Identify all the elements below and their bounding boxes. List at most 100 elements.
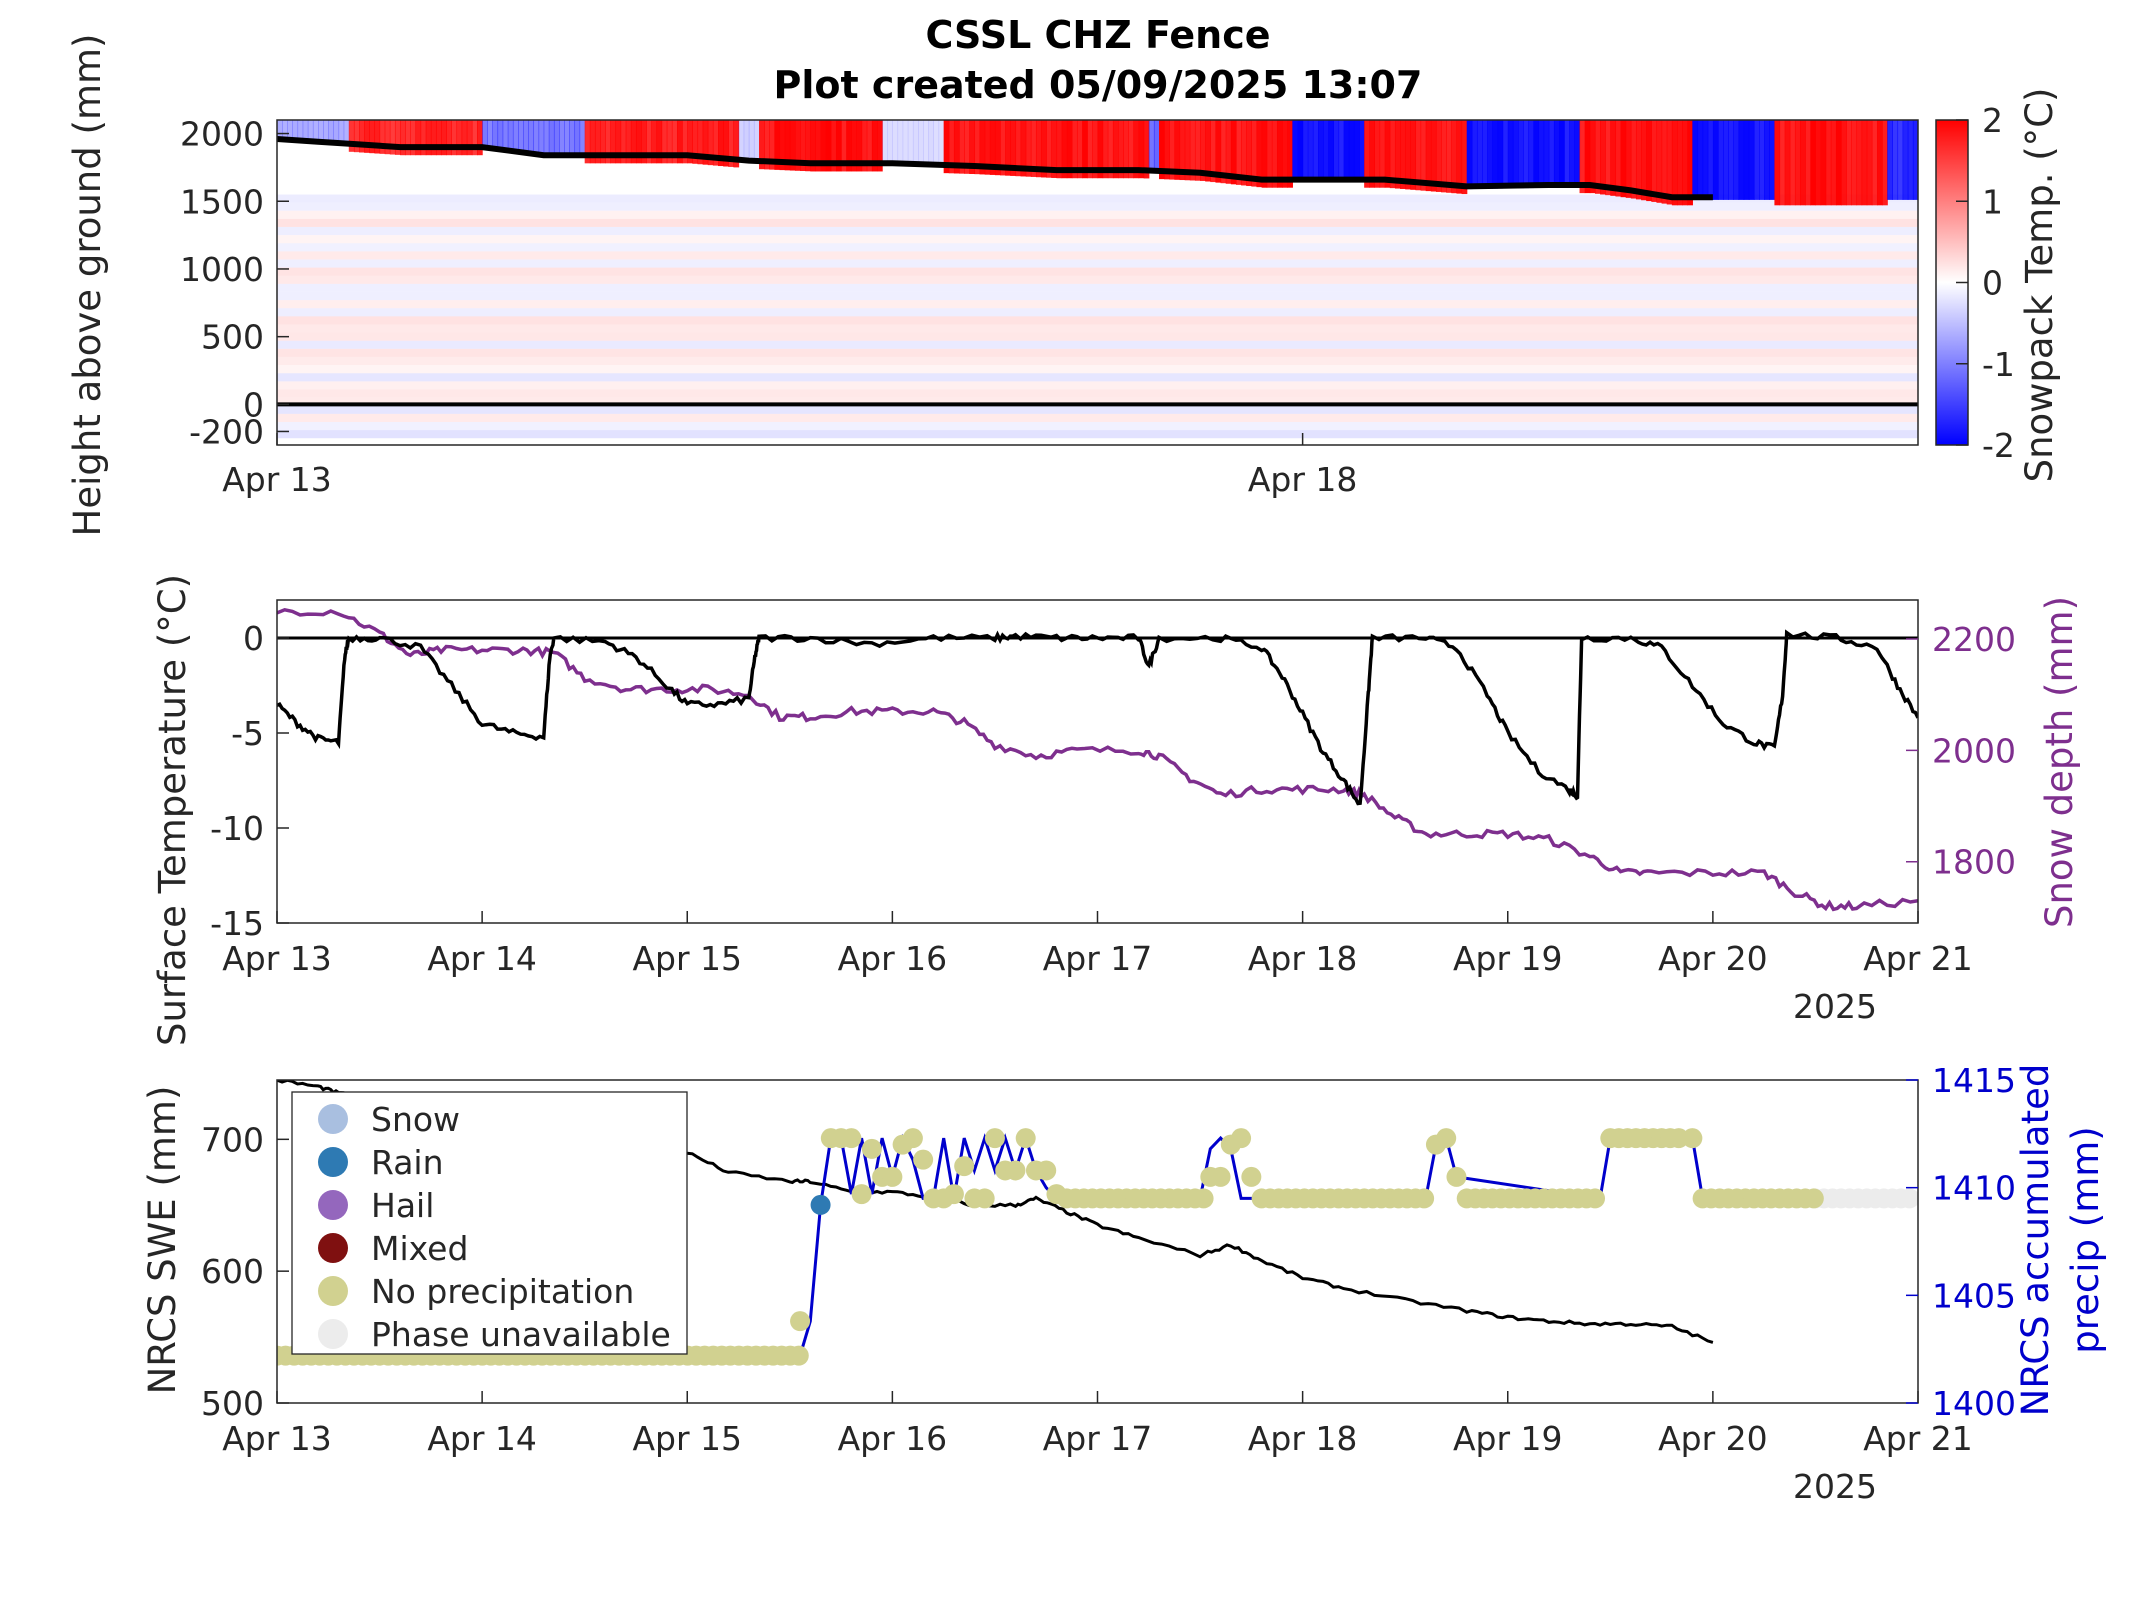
heatmap-cell [1225, 120, 1232, 184]
heatmap-cell [892, 120, 899, 167]
heatmap-cell [559, 120, 565, 158]
heatmap-x-tick-label: Apr 13 [222, 460, 332, 499]
phase-marker-no-precip [1585, 1188, 1606, 1209]
heatmap-band [277, 421, 1918, 431]
heatmap-cell [1476, 120, 1483, 189]
phase-marker-no-precip [1210, 1166, 1231, 1187]
heatmap-cell [800, 120, 806, 172]
heatmap-cell [748, 120, 755, 164]
heatmap-band [277, 251, 1918, 260]
heatmap-band [277, 194, 1918, 203]
heatmap-cell [353, 120, 360, 153]
precip-phase-legend: Snow Rain Hail Mixed No precipitation Ph… [291, 1091, 688, 1355]
heatmap-cell [1174, 120, 1181, 180]
heatmap-cell [733, 120, 740, 168]
heatmap-cell [548, 120, 555, 158]
heatmap-cell [1184, 120, 1191, 181]
heatmap-band [277, 324, 1918, 333]
heatmap-cell [277, 120, 283, 142]
heatmap-cell [1666, 120, 1673, 205]
heatmap-cell [789, 120, 796, 171]
heatmap-cell [1123, 120, 1129, 179]
phase-marker-no-precip [1436, 1128, 1457, 1149]
heatmap-cell [292, 120, 299, 143]
surface-temp-x-tick-label: Apr 17 [1043, 939, 1153, 978]
surface-temp-x-tick-label: Apr 15 [632, 939, 742, 978]
heatmap-cell [1892, 120, 1899, 200]
swe-y-tick-label: 500 [201, 1384, 264, 1423]
heatmap-cell [589, 120, 596, 164]
heatmap-cell [1635, 120, 1642, 200]
heatmap-cell [846, 120, 852, 172]
heatmap-cell [1312, 120, 1319, 183]
heatmap-cell [323, 120, 329, 145]
heatmap-cell [866, 120, 873, 172]
heatmap-cell [318, 120, 324, 145]
heatmap-cell [1507, 120, 1514, 189]
heatmap-cell [1589, 120, 1596, 194]
heatmap-cell [635, 120, 642, 164]
snow-surface-line [277, 136, 1713, 201]
heatmap-cell [369, 120, 376, 154]
phase-marker-unavailable [1899, 1188, 1918, 1209]
heatmap-x-tick-label: Apr 18 [1248, 460, 1358, 499]
phase-marker-no-precip [1193, 1188, 1214, 1209]
heatmap-cell [1461, 120, 1468, 195]
phase-marker-no-precip [1015, 1128, 1036, 1149]
heatmap-cell [959, 120, 965, 174]
swe-x-tick-label: Apr 17 [1043, 1419, 1153, 1458]
heatmap-cell [1533, 120, 1540, 188]
heatmap-cell [605, 120, 611, 164]
surface-temp-y-axis-label: Surface Temperature (°C) [151, 574, 194, 1046]
phase-marker-no-precip [1241, 1166, 1262, 1187]
phase-marker-no-precip [1803, 1188, 1824, 1209]
precip-y-tick-label: 1405 [1932, 1276, 2016, 1315]
heatmap-cell [389, 120, 396, 155]
heatmap-cell [1764, 120, 1770, 200]
surface-temp-x-tick-label: Apr 20 [1658, 939, 1768, 978]
heatmap-cell [933, 120, 940, 168]
heatmap-cell [476, 120, 483, 156]
phase-marker-no-precip [974, 1188, 995, 1209]
heatmap-cell [1789, 120, 1796, 206]
swe-ticks: 700 600 500 1415 1410 1405 1400 Apr 13 Apr 14 Apr… [201, 1061, 2016, 1458]
heatmap-cell [630, 120, 637, 164]
phase-marker-no-precip [1046, 1184, 1067, 1205]
heatmap-cell [1338, 120, 1345, 183]
heatmap-cell [502, 120, 509, 153]
heatmap-cell [1625, 120, 1632, 198]
legend-box [291, 1091, 688, 1355]
heatmap-cell [1005, 120, 1011, 176]
surface-temp-panel: 0 -5 -10 -15 2200 2000 1800 Apr 13 Apr 14 Apr 15 A… [151, 574, 2081, 1046]
heatmap-band [277, 316, 1918, 325]
heatmap-cell [1805, 120, 1811, 206]
heatmap-y-tick-label: 1000 [180, 250, 264, 289]
heatmap-cell [943, 120, 950, 174]
heatmap-cell [471, 120, 478, 156]
heatmap-cell [1435, 120, 1442, 192]
colorbar-tick-label: 0 [1982, 264, 2003, 303]
phase-marker-no-precip [851, 1184, 872, 1205]
heatmap-cell [759, 120, 765, 170]
phase-marker-no-precip [1414, 1188, 1435, 1209]
heatmap-cell [600, 120, 606, 164]
heatmap-cell [528, 120, 535, 156]
heatmap-y-axis-label: Height above ground (mm) [66, 34, 109, 537]
heatmap-cell [1405, 120, 1411, 190]
colorbar-tick-label: 2 [1982, 101, 2003, 140]
heatmap-cell [410, 120, 417, 156]
colorbar-tick-label: 1 [1982, 182, 2003, 221]
heatmap-cell [1266, 120, 1273, 188]
heatmap-band [277, 413, 1918, 422]
heatmap-cell [1441, 120, 1447, 193]
heatmap-cell [948, 120, 955, 174]
colorbar-label: Snowpack Temp. (°C) [2018, 88, 2061, 483]
heatmap-cell [876, 120, 883, 172]
heatmap-cell [512, 120, 519, 154]
heatmap-cell [1235, 120, 1242, 185]
phase-marker-no-precip [984, 1128, 1005, 1149]
heatmap-cell [1374, 120, 1381, 188]
heatmap-cell [974, 120, 981, 175]
heatmap-cell [994, 120, 1001, 176]
heatmap-cells [277, 120, 1918, 439]
